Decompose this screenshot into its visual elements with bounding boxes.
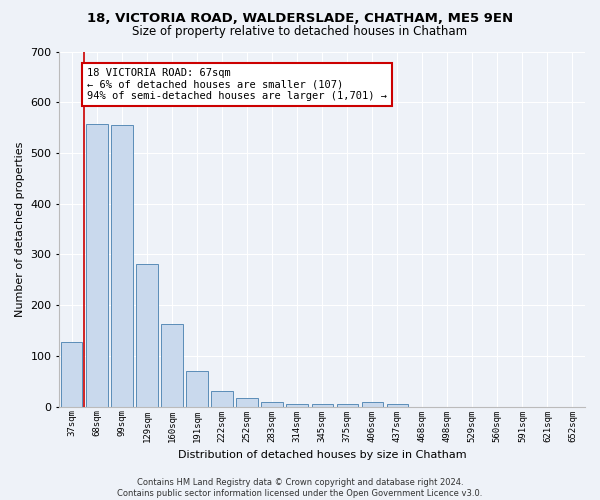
Bar [211,391,233,406]
Text: 18, VICTORIA ROAD, WALDERSLADE, CHATHAM, ME5 9EN: 18, VICTORIA ROAD, WALDERSLADE, CHATHAM,… [87,12,513,26]
Text: Contains HM Land Registry data © Crown copyright and database right 2024.
Contai: Contains HM Land Registry data © Crown c… [118,478,482,498]
Bar [386,404,408,406]
Bar [362,402,383,406]
Bar [262,402,283,406]
Y-axis label: Number of detached properties: Number of detached properties [15,142,25,317]
Bar [86,124,107,406]
Bar [286,404,308,406]
X-axis label: Distribution of detached houses by size in Chatham: Distribution of detached houses by size … [178,450,466,460]
Bar [136,264,158,406]
Text: 18 VICTORIA ROAD: 67sqm
← 6% of detached houses are smaller (107)
94% of semi-de: 18 VICTORIA ROAD: 67sqm ← 6% of detached… [87,68,387,101]
Text: Size of property relative to detached houses in Chatham: Size of property relative to detached ho… [133,25,467,38]
Bar [161,324,182,406]
Bar [337,404,358,406]
Bar [236,398,258,406]
Bar [111,125,133,406]
Bar [61,342,82,406]
Bar [311,404,333,406]
Bar [187,370,208,406]
